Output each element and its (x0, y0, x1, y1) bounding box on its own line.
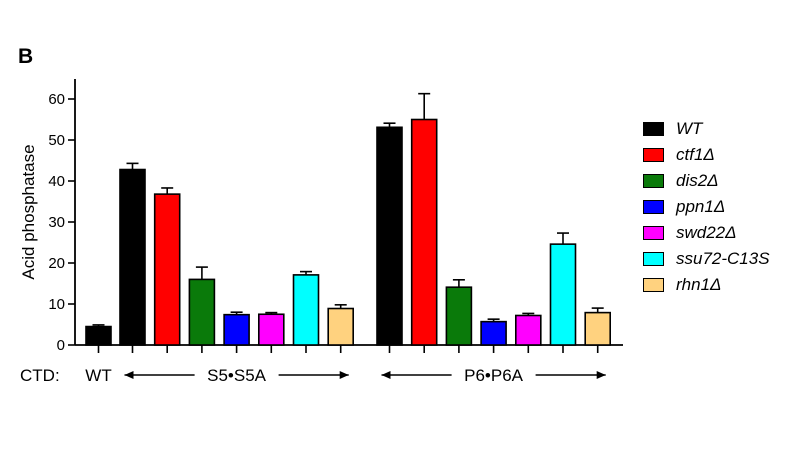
bar (85, 325, 112, 346)
y-tick-label: 10 (48, 296, 65, 313)
bar (292, 274, 320, 346)
legend-label: ctf1Δ (676, 145, 715, 164)
bar (480, 320, 507, 346)
y-tick-label: 40 (48, 173, 65, 190)
y-tick-label: 30 (48, 214, 65, 231)
legend-label: ppn1Δ (676, 197, 726, 216)
legend-item: WT (643, 116, 792, 142)
legend-swatch (643, 174, 664, 188)
y-tick-label: 50 (48, 132, 65, 149)
y-axis-title: Acid phosphatase (19, 144, 38, 279)
bar (549, 243, 577, 346)
legend-label: WT (676, 119, 703, 138)
legend-swatch (643, 278, 664, 292)
ctd-label: CTD: (20, 366, 60, 385)
legend-swatch (643, 200, 664, 214)
x-group-label: WT (85, 366, 111, 385)
bar (188, 278, 216, 346)
x-axis-labels: CTD: WT S5•S5A P6•P6A (20, 366, 606, 385)
x-axis (75, 344, 623, 353)
legend-item: ctf1Δ (643, 142, 792, 168)
panel-label: B (18, 45, 33, 68)
bar (327, 307, 355, 346)
legend-label: swd22Δ (676, 223, 737, 242)
error-bars (92, 92, 604, 327)
bar (119, 168, 146, 346)
legend-item: dis2Δ (643, 168, 792, 194)
legend-swatch (643, 226, 664, 240)
legend-swatch (643, 122, 664, 136)
bar (153, 193, 181, 346)
y-tick-label: 60 (48, 91, 65, 108)
y-axis: 0 10 20 30 40 50 60 (48, 79, 76, 354)
bar (376, 126, 403, 346)
y-tick-label: 20 (48, 255, 65, 272)
x-group-range: S5•S5A (124, 366, 349, 385)
bar (257, 313, 285, 346)
legend-label: rhn1Δ (676, 275, 722, 294)
legend-label: ssu72-C13S (676, 249, 770, 268)
legend: WT ctf1Δ dis2Δ ppn1Δ swd22Δ ssu72-C13S rhn1Δ (643, 116, 792, 298)
bars (85, 118, 612, 346)
legend-item: swd22Δ (643, 220, 792, 246)
x-group-range: P6•P6A (381, 366, 606, 385)
bar (514, 314, 542, 346)
legend-item: rhn1Δ (643, 272, 792, 298)
bar (410, 118, 438, 346)
y-tick-label: 0 (57, 337, 65, 354)
legend-swatch (643, 148, 664, 162)
legend-item: ppn1Δ (643, 194, 792, 220)
bar (223, 313, 250, 346)
bar (445, 286, 473, 346)
x-group-label: P6•P6A (464, 366, 524, 385)
legend-swatch (643, 252, 664, 266)
legend-label: dis2Δ (676, 171, 719, 190)
bar (584, 311, 612, 346)
x-group-label: S5•S5A (207, 366, 267, 385)
legend-item: ssu72-C13S (643, 246, 792, 272)
